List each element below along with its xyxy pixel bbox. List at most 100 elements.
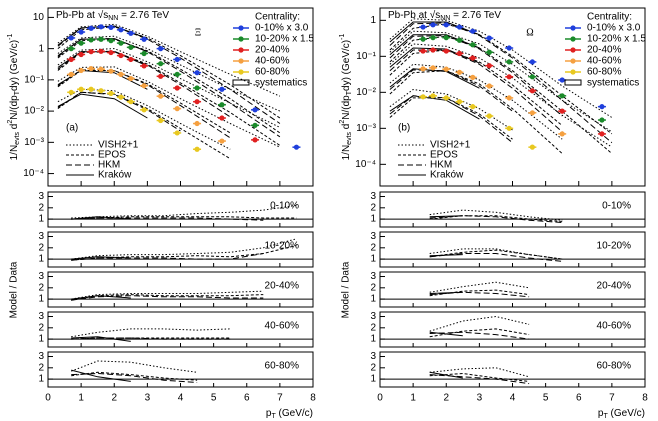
x-axis-label-part: p xyxy=(266,408,272,419)
x-tick-label: 8 xyxy=(310,393,316,404)
ratio-curve xyxy=(71,369,131,382)
data-point xyxy=(174,130,180,136)
y-axis-label-part: -1 xyxy=(339,34,346,40)
ratio-curve xyxy=(71,295,131,300)
y-axis-label-part: d xyxy=(341,124,352,132)
data-point xyxy=(88,25,94,31)
ratio-curve xyxy=(71,256,131,260)
data-point xyxy=(68,35,74,41)
model-curve xyxy=(389,30,613,133)
data-point xyxy=(78,51,84,58)
model-legend-label: HKM xyxy=(430,160,452,171)
x-tick-label: 6 xyxy=(244,393,250,404)
y-tick-label: 10⁻³ xyxy=(24,137,44,148)
ratio-curve xyxy=(429,291,530,298)
x-tick-label: 2 xyxy=(111,393,117,404)
data-point xyxy=(194,70,200,76)
data-point xyxy=(559,93,565,99)
legend-label: 10-20% x 1.5 xyxy=(255,34,314,45)
ratio-y-tick-label: 2 xyxy=(38,242,44,253)
x-tick-label: 5 xyxy=(211,393,217,404)
data-point xyxy=(141,107,147,113)
model-curve xyxy=(57,23,281,97)
data-point xyxy=(108,90,114,96)
y-axis-label-part: T xyxy=(14,90,21,95)
data-point xyxy=(118,27,124,33)
system-label-part: s xyxy=(103,10,108,21)
legend-systematics xyxy=(564,79,582,86)
ratio-y-tick-label: 3 xyxy=(370,351,376,362)
ratio-y-tick-label: 3 xyxy=(38,311,44,322)
legend-label: 40-60% xyxy=(255,56,290,67)
x-axis-label-part: p xyxy=(598,408,604,419)
system-label-part: = 2.76 TeV xyxy=(450,10,501,21)
ratio-curve xyxy=(429,331,530,340)
data-point xyxy=(443,35,449,41)
model-curve xyxy=(389,34,563,117)
model-legend-label: Kraków xyxy=(98,170,132,181)
data-point xyxy=(470,42,476,48)
x-tick-label: 1 xyxy=(410,393,416,404)
model-curve xyxy=(389,21,480,43)
panel-label: (b) xyxy=(398,123,410,134)
data-point xyxy=(430,22,436,28)
data-point xyxy=(443,66,449,72)
data-point xyxy=(420,36,426,42)
legend-label: 60-80% xyxy=(587,67,622,78)
ratio-y-tick-label: 1 xyxy=(38,254,44,265)
ratio-curve xyxy=(429,249,563,260)
data-point xyxy=(456,24,463,30)
data-point xyxy=(456,99,463,105)
data-point xyxy=(68,56,74,63)
model-curve xyxy=(389,49,563,133)
model-legend-label: EPOS xyxy=(98,150,126,161)
legend-label: 20-40% xyxy=(587,45,622,56)
data-point xyxy=(78,67,84,74)
x-axis-label-part: (GeV/c) xyxy=(276,408,313,419)
x-axis-label-part: T xyxy=(271,413,276,420)
model-curve xyxy=(389,70,563,154)
data-point xyxy=(98,36,104,42)
data-point xyxy=(529,74,535,80)
data-point xyxy=(158,93,164,99)
data-point xyxy=(98,66,104,72)
ratio-curve xyxy=(71,337,231,340)
ratio-curve xyxy=(429,367,530,378)
data-point xyxy=(108,24,114,30)
ratio-y-tick-label: 1 xyxy=(38,334,44,345)
data-point xyxy=(430,47,436,53)
model-curve xyxy=(389,43,613,148)
ratio-curve xyxy=(429,254,463,257)
system-label-part: = 2.76 TeV xyxy=(118,10,169,21)
data-point xyxy=(506,45,512,51)
system-label-part: Pb-Pb at √ xyxy=(56,9,104,21)
x-tick-label: 4 xyxy=(178,393,184,404)
model-curve xyxy=(389,95,513,144)
data-point xyxy=(599,117,605,123)
ratio-panel-label: 20-40% xyxy=(597,281,632,292)
x-tick-label: 7 xyxy=(277,393,283,404)
y-tick-label: 1 xyxy=(38,43,44,54)
ratio-y-tick-label: 3 xyxy=(38,191,44,202)
model-curve xyxy=(389,18,613,118)
model-curve xyxy=(389,34,480,56)
y-axis-label-part: evts xyxy=(14,131,21,144)
system-label-part: s xyxy=(435,10,440,21)
ratio-curve xyxy=(71,216,131,220)
ratio-y-tick-label: 1 xyxy=(370,214,376,225)
ratio-y-tick-label: 3 xyxy=(38,271,44,282)
ratio-panel-label: 10-20% xyxy=(597,241,632,252)
data-point xyxy=(420,48,426,54)
ratio-y-tick-label: 1 xyxy=(38,214,44,225)
model-legend-label: Kraków xyxy=(430,170,464,181)
data-point xyxy=(158,61,164,67)
data-point xyxy=(219,86,225,92)
ratio-curve xyxy=(71,217,264,221)
data-point xyxy=(506,125,512,131)
ratio-curve xyxy=(429,248,563,260)
ratio-y-tick-label: 1 xyxy=(38,374,44,385)
ratio-curve xyxy=(71,372,198,383)
data-point xyxy=(420,66,426,72)
data-point xyxy=(443,48,449,54)
y-axis-label-part: evts xyxy=(346,131,353,144)
